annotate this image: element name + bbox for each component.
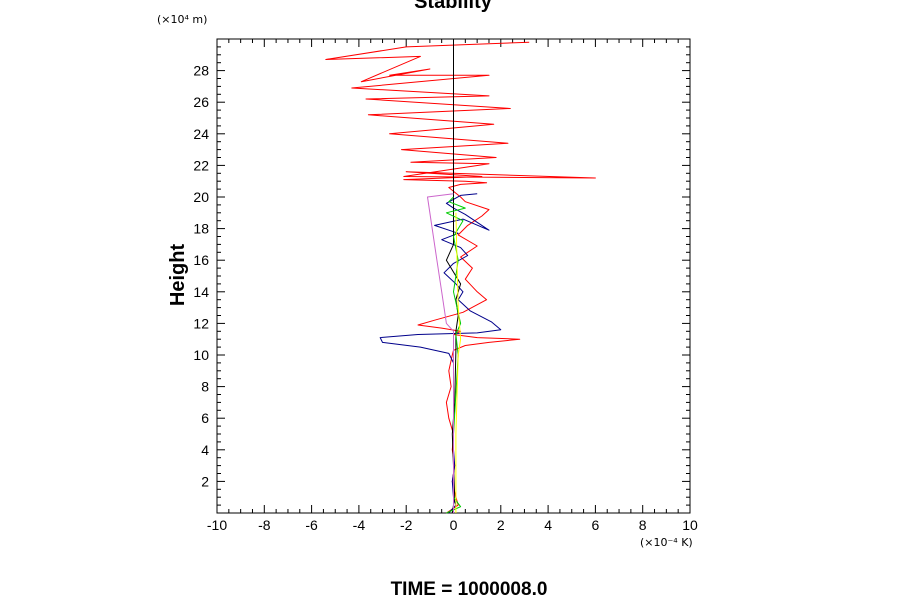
series-line-1 <box>325 41 596 514</box>
x-tick-label: 0 <box>450 517 458 533</box>
y-tick-label: 6 <box>201 410 209 426</box>
x-tick-label: -8 <box>258 517 271 533</box>
x-tick-label: -2 <box>400 517 413 533</box>
time-footer: TIME = 1000008.0 <box>391 579 548 600</box>
x-tick-label: 6 <box>592 517 600 533</box>
axis-ticks <box>216 38 691 514</box>
y-tick-label: 16 <box>193 252 209 268</box>
y-tick-label: 28 <box>193 63 209 79</box>
x-tick-label: -10 <box>207 517 227 533</box>
y-axis-label: Height <box>167 244 189 307</box>
y-tick-label: 10 <box>193 347 209 363</box>
x-tick-label: 8 <box>639 517 647 533</box>
y-tick-label: 22 <box>193 157 209 173</box>
y-tick-label: 14 <box>193 284 209 300</box>
x-tick-label: 10 <box>682 517 698 533</box>
y-tick-label: 24 <box>193 126 209 142</box>
y-tick-label: 8 <box>201 379 209 395</box>
series-line-6 <box>427 193 454 513</box>
series-line-5 <box>455 212 462 513</box>
y-tick-label: 26 <box>193 94 209 110</box>
y-tick-label: 12 <box>193 315 209 331</box>
chart-title: Stability <box>414 0 493 13</box>
series-line-2 <box>379 193 502 514</box>
y-unit-label: (×10⁴ m) <box>157 13 207 26</box>
y-tick-label: 18 <box>193 221 209 237</box>
x-tick-label: 2 <box>497 517 505 533</box>
axis-tick-labels: -10 -8 -6 -4 -2 0 2 4 6 8 102468101214161820222426… <box>193 63 698 533</box>
x-tick-label: -4 <box>353 517 366 533</box>
x-unit-label: (×10⁻⁴ K) <box>640 536 693 549</box>
x-tick-label: -6 <box>305 517 318 533</box>
y-tick-label: 2 <box>201 473 209 489</box>
y-tick-label: 20 <box>193 189 209 205</box>
y-tick-label: 4 <box>201 442 209 458</box>
x-tick-label: 4 <box>544 517 552 533</box>
series-layer <box>325 41 596 514</box>
